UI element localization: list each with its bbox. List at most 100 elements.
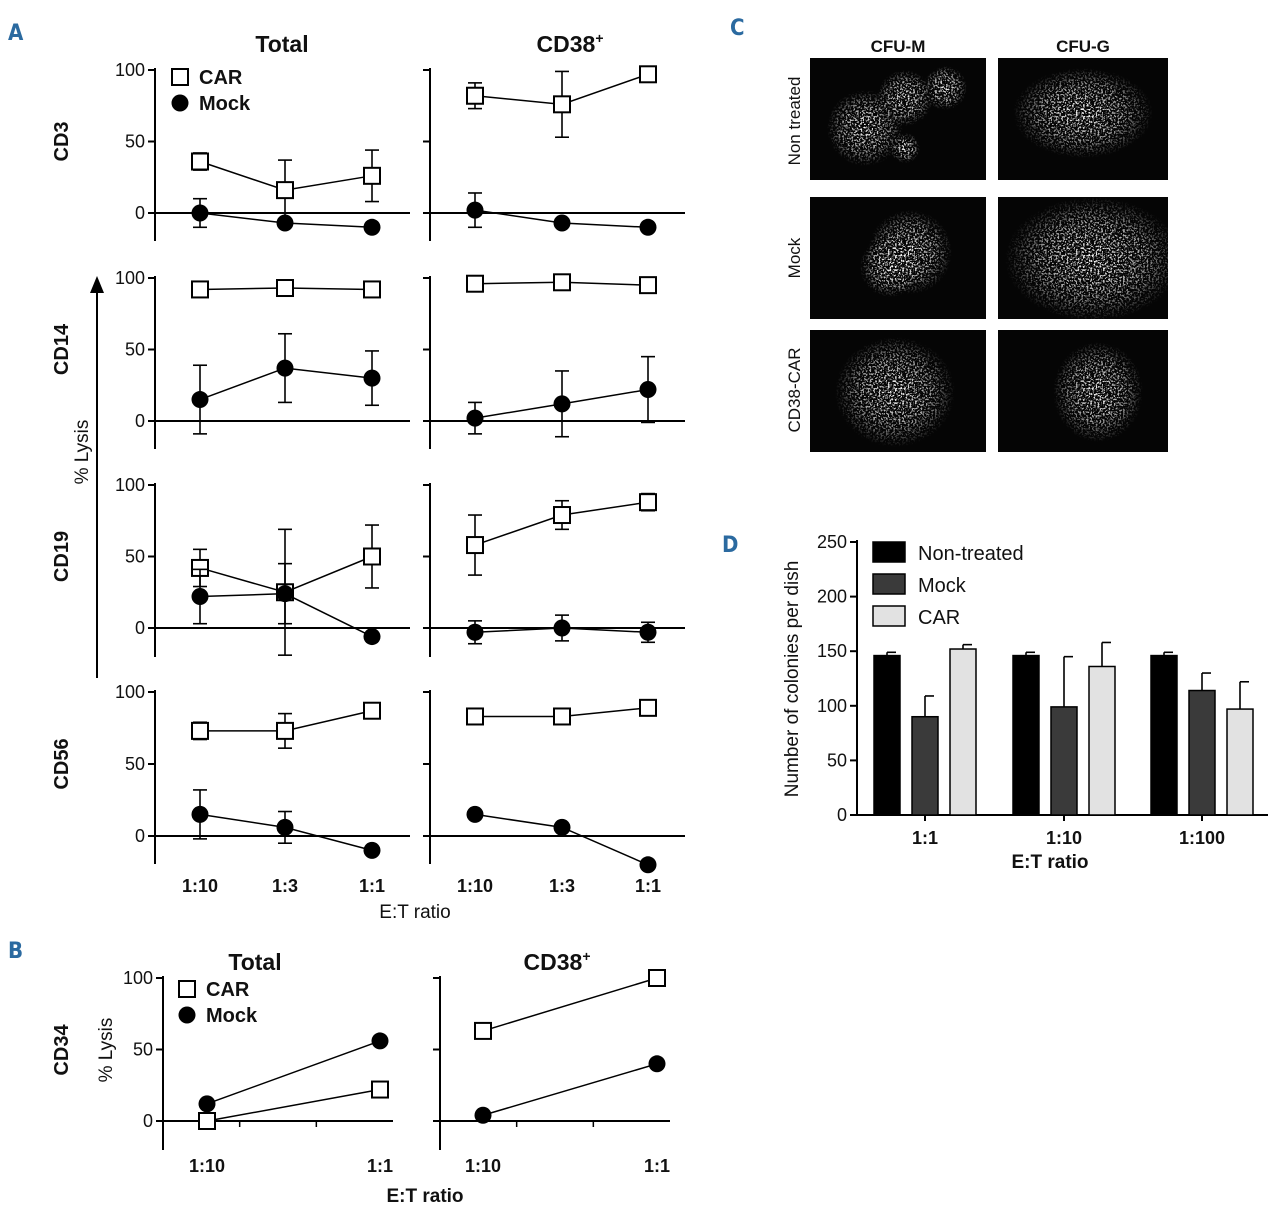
x-tick-label: 1:100	[1179, 828, 1225, 848]
colony-image-non-treated-cfu-g	[998, 58, 1168, 180]
x-tick-label: 1:1	[912, 828, 938, 848]
legend-swatch-mock	[872, 573, 906, 595]
col-title-cd38: CD38+	[537, 30, 604, 57]
row-label-cd3: CD3	[51, 121, 73, 161]
point-car	[553, 707, 571, 726]
point-car	[553, 506, 571, 525]
subplot-cd34-total: 0 50 100	[123, 968, 393, 1150]
x-tick-label: 1:1	[359, 876, 385, 896]
legend-mock-marker	[178, 1006, 196, 1024]
point-mock	[191, 588, 209, 606]
panel-c-colony-images: CFU-M CFU-G Non treated Mock CD38-CAR	[785, 37, 1168, 452]
y-axis-title: Number of colonies per dish	[782, 561, 803, 798]
point-car	[466, 536, 484, 555]
point-car	[639, 65, 657, 84]
point-mock	[474, 1106, 492, 1124]
y-tick-label: 250	[817, 532, 847, 552]
row-label-mock: Mock	[785, 237, 804, 278]
subplot-cd14-total: 0 50 100	[115, 268, 410, 449]
panel-letter-d: D	[722, 533, 738, 558]
legend-mock-label: Mock	[206, 1005, 258, 1027]
col-title-cfu-g: CFU-G	[1056, 37, 1110, 56]
point-car	[191, 721, 209, 740]
point-mock	[466, 201, 484, 219]
point-car	[363, 280, 381, 299]
panel-letter-a: A	[8, 21, 24, 46]
point-car	[553, 273, 571, 292]
row-label-non-treated: Non treated	[785, 77, 804, 166]
y-tick-label: 50	[125, 340, 145, 360]
legend-label-mock: Mock	[918, 575, 967, 597]
y-tick-label: 50	[125, 547, 145, 567]
x-axis-title: E:T ratio	[379, 902, 450, 923]
bar-car	[1226, 708, 1254, 816]
point-car	[474, 1021, 492, 1040]
colony-image-non-treated-cfu-m	[810, 58, 986, 180]
y-tick-label: 50	[125, 754, 145, 774]
legend-car-label: CAR	[199, 67, 243, 89]
point-car	[363, 547, 381, 566]
y-tick-label: 200	[817, 587, 847, 607]
point-mock	[363, 841, 381, 859]
colony-image-mock-cfu-m	[810, 197, 986, 319]
x-axis-title: E:T ratio	[386, 1186, 463, 1207]
subplot-cd56-cd38	[423, 690, 685, 874]
bar-non-treated	[1012, 654, 1040, 816]
y-tick-label: 0	[837, 805, 847, 825]
subplot-cd19-total: 0 50 100	[115, 475, 410, 657]
legend-label-non-treated: Non-treated	[918, 543, 1024, 565]
point-mock	[639, 623, 657, 641]
point-car	[191, 280, 209, 299]
legend-car-marker	[171, 68, 189, 86]
bar-group-1-1	[873, 643, 977, 816]
point-car	[371, 1080, 389, 1099]
panel-letter-b: B	[8, 939, 23, 964]
point-car	[276, 181, 294, 200]
col-title-b-total: Total	[228, 949, 281, 975]
point-mock	[371, 1032, 389, 1050]
x-tick-label: 1:1	[367, 1156, 393, 1176]
bar-group-1-100	[1150, 651, 1254, 816]
y-tick-label: 0	[135, 826, 145, 846]
y-tick-label: 50	[827, 750, 847, 770]
y-tick-label: 100	[115, 268, 145, 288]
subplot-cd3-total: 0 50 100	[115, 60, 410, 241]
x-tick-label: 1:1	[644, 1156, 670, 1176]
point-car	[276, 721, 294, 740]
panel-b-line-charts: Total 0 50 100 1:10 1:1 CD38+ 1:10 1:1 CD34 % Lysi…	[51, 948, 670, 1207]
row-label-cd38-car: CD38-CAR	[785, 347, 804, 432]
point-car	[276, 279, 294, 298]
x-tick-label: 1:10	[182, 876, 218, 896]
point-car	[648, 969, 666, 987]
legend-swatch-non-treated	[872, 541, 906, 563]
point-car	[466, 707, 484, 726]
bar-group-1-10	[1012, 641, 1116, 816]
y-tick-label: 150	[817, 641, 847, 661]
point-car	[553, 95, 571, 114]
colony-image-mock-cfu-g	[998, 197, 1168, 319]
point-mock	[191, 805, 209, 823]
y-tick-label: 100	[115, 475, 145, 495]
point-car	[639, 698, 657, 717]
point-mock	[191, 391, 209, 409]
y-tick-label: 50	[125, 132, 145, 152]
point-mock	[466, 805, 484, 823]
point-mock	[363, 369, 381, 387]
y-tick-label: 100	[123, 968, 153, 988]
y-tick-label: 0	[135, 618, 145, 638]
colony-image-car-cfu-g	[998, 330, 1168, 452]
legend-swatch-car	[872, 605, 906, 627]
row-label-cd34: CD34	[51, 1024, 73, 1076]
y-tick-label: 0	[135, 203, 145, 223]
x-axis-title: E:T ratio	[1011, 852, 1088, 873]
legend-car-label: CAR	[206, 979, 250, 1001]
point-car	[363, 166, 381, 185]
point-mock	[466, 409, 484, 427]
panel-a-line-charts: Total CD38+ CD3 0 50 100 CD14 0 50 100 CD19 0 50 100 C…	[51, 30, 685, 923]
series-line-car	[206, 1088, 381, 1122]
point-mock	[648, 1055, 666, 1073]
point-car	[466, 86, 484, 105]
x-tick-label: 1:10	[189, 1156, 225, 1176]
point-mock	[276, 359, 294, 377]
point-mock	[466, 623, 484, 641]
